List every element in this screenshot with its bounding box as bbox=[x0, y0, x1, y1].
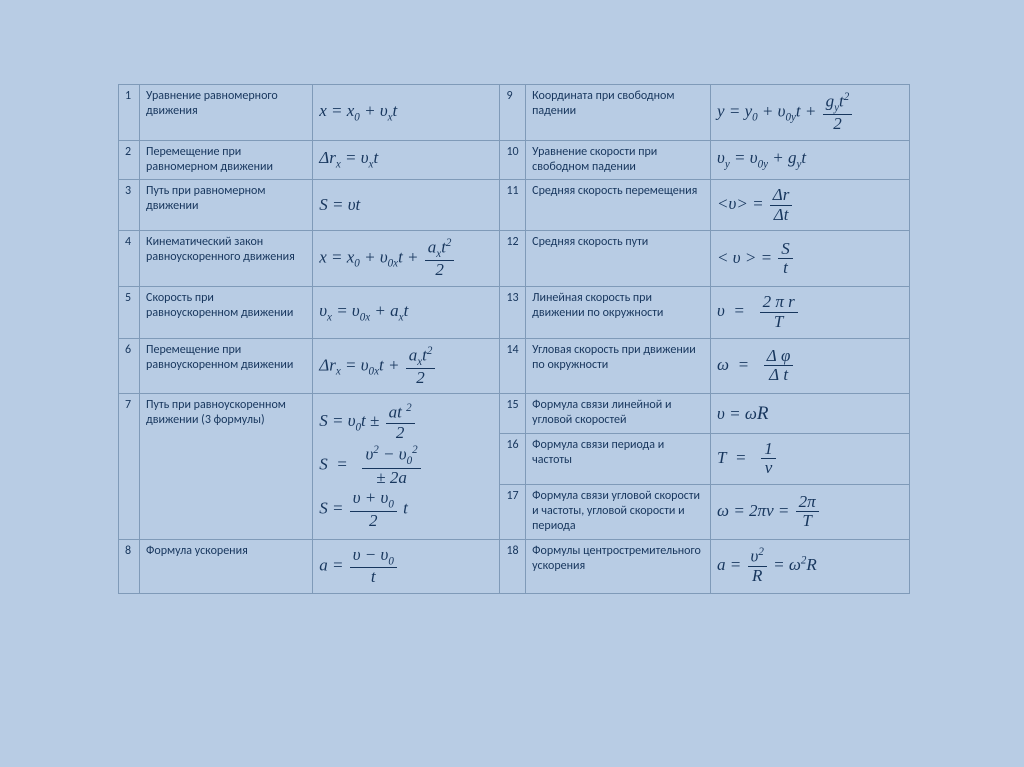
row-desc: Перемещение при равномерном движении bbox=[140, 140, 313, 179]
row-number: 3 bbox=[119, 179, 140, 230]
row-desc: Формулы центростремительного ускорения bbox=[526, 539, 711, 593]
table-row: 2 Перемещение при равномерном движении Δ… bbox=[119, 140, 910, 179]
row-desc: Формула ускорения bbox=[140, 539, 313, 593]
formula-table: 1 Уравнение равномерного движения x = x0… bbox=[118, 84, 910, 594]
row-formula: υ = ωR bbox=[711, 394, 910, 433]
row-number: 9 bbox=[500, 85, 526, 141]
row-formula: T = 1ν bbox=[711, 433, 910, 485]
row-desc: Уравнение равномерного движения bbox=[140, 85, 313, 141]
row-number: 10 bbox=[500, 140, 526, 179]
table-row: 4 Кинематический закон равноускоренного … bbox=[119, 231, 910, 287]
row-formula: S = υ0t ± at 22 S = υ2 − υ02± 2a S = υ +… bbox=[313, 394, 500, 539]
row-number: 18 bbox=[500, 539, 526, 593]
row-number: 12 bbox=[500, 231, 526, 287]
row-number: 16 bbox=[500, 433, 526, 485]
row-number: 11 bbox=[500, 179, 526, 230]
row-number: 6 bbox=[119, 338, 140, 394]
row-formula: ω = 2πν = 2πT bbox=[711, 485, 910, 539]
table-row: 3 Путь при равномерном движении S = υt 1… bbox=[119, 179, 910, 230]
row-desc: Скорость при равноускоренном движении bbox=[140, 287, 313, 338]
row-formula: ω = Δ φΔ t bbox=[711, 338, 910, 394]
row-desc: Путь при равноускоренном движении (3 фор… bbox=[140, 394, 313, 539]
row-number: 7 bbox=[119, 394, 140, 539]
row-formula: υy = υ0y + gyt bbox=[711, 140, 910, 179]
formula-table-container: 1 Уравнение равномерного движения x = x0… bbox=[118, 84, 910, 594]
row-formula: Δrx = υxt bbox=[313, 140, 500, 179]
row-desc: Формула связи линейной и угловой скорост… bbox=[526, 394, 711, 433]
row-number: 1 bbox=[119, 85, 140, 141]
table-row: 8 Формула ускорения a = υ − υ0t 18 Форму… bbox=[119, 539, 910, 593]
table-row: 5 Скорость при равноускоренном движении … bbox=[119, 287, 910, 338]
row-number: 2 bbox=[119, 140, 140, 179]
row-formula: < υ > = St bbox=[711, 231, 910, 287]
row-number: 14 bbox=[500, 338, 526, 394]
row-desc: Формула связи угловой скорости и частоты… bbox=[526, 485, 711, 539]
row-formula: Δrx = υ0xt + axt22 bbox=[313, 338, 500, 394]
row-number: 15 bbox=[500, 394, 526, 433]
row-formula: S = υt bbox=[313, 179, 500, 230]
row-desc: Кинематический закон равноускоренного дв… bbox=[140, 231, 313, 287]
row-formula: x = x0 + υ0xt + axt22 bbox=[313, 231, 500, 287]
row-desc: Координата при свободном падении bbox=[526, 85, 711, 141]
row-formula: <υ> = ΔrΔt bbox=[711, 179, 910, 230]
row-desc: Формула связи периода и частоты bbox=[526, 433, 711, 485]
row-formula: x = x0 + υxt bbox=[313, 85, 500, 141]
row-number: 4 bbox=[119, 231, 140, 287]
row-formula: a = υ2R = ω2R bbox=[711, 539, 910, 593]
row-formula: y = y0 + υ0yt + gyt22 bbox=[711, 85, 910, 141]
table-row: 6 Перемещение при равноускоренном движен… bbox=[119, 338, 910, 394]
row-formula: υ = 2 π rT bbox=[711, 287, 910, 338]
row-desc: Средняя скорость пути bbox=[526, 231, 711, 287]
row-desc: Средняя скорость перемещения bbox=[526, 179, 711, 230]
row-formula: a = υ − υ0t bbox=[313, 539, 500, 593]
row-desc: Угловая скорость при движении по окружно… bbox=[526, 338, 711, 394]
row-desc: Путь при равномерном движении bbox=[140, 179, 313, 230]
row-desc: Линейная скорость при движении по окружн… bbox=[526, 287, 711, 338]
row-number: 5 bbox=[119, 287, 140, 338]
row-number: 13 bbox=[500, 287, 526, 338]
row-number: 8 bbox=[119, 539, 140, 593]
table-row: 1 Уравнение равномерного движения x = x0… bbox=[119, 85, 910, 141]
row-number: 17 bbox=[500, 485, 526, 539]
row-desc: Уравнение скорости при свободном падении bbox=[526, 140, 711, 179]
table-row: 7 Путь при равноускоренном движении (3 ф… bbox=[119, 394, 910, 433]
row-desc: Перемещение при равноускоренном движении bbox=[140, 338, 313, 394]
row-formula: υx = υ0x + axt bbox=[313, 287, 500, 338]
